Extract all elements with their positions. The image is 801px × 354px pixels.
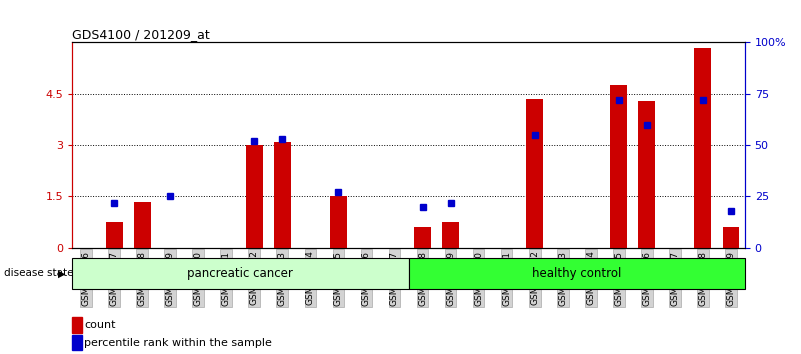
Bar <box>134 202 151 248</box>
Text: pancreatic cancer: pancreatic cancer <box>187 267 293 280</box>
Bar <box>246 145 263 248</box>
Bar <box>442 222 459 248</box>
Bar <box>106 222 123 248</box>
Bar <box>409 258 745 289</box>
Text: count: count <box>84 320 115 330</box>
Bar <box>72 258 409 289</box>
Text: disease state: disease state <box>4 268 74 278</box>
Bar <box>526 99 543 248</box>
Text: healthy control: healthy control <box>532 267 622 280</box>
Text: percentile rank within the sample: percentile rank within the sample <box>84 338 272 348</box>
Bar <box>330 196 347 248</box>
Bar <box>274 142 291 248</box>
Bar <box>414 227 431 248</box>
Text: ▶: ▶ <box>58 268 65 278</box>
Bar <box>723 227 739 248</box>
Bar <box>638 101 655 248</box>
Text: GDS4100 / 201209_at: GDS4100 / 201209_at <box>72 28 210 41</box>
Bar <box>694 47 711 248</box>
Bar <box>610 85 627 248</box>
